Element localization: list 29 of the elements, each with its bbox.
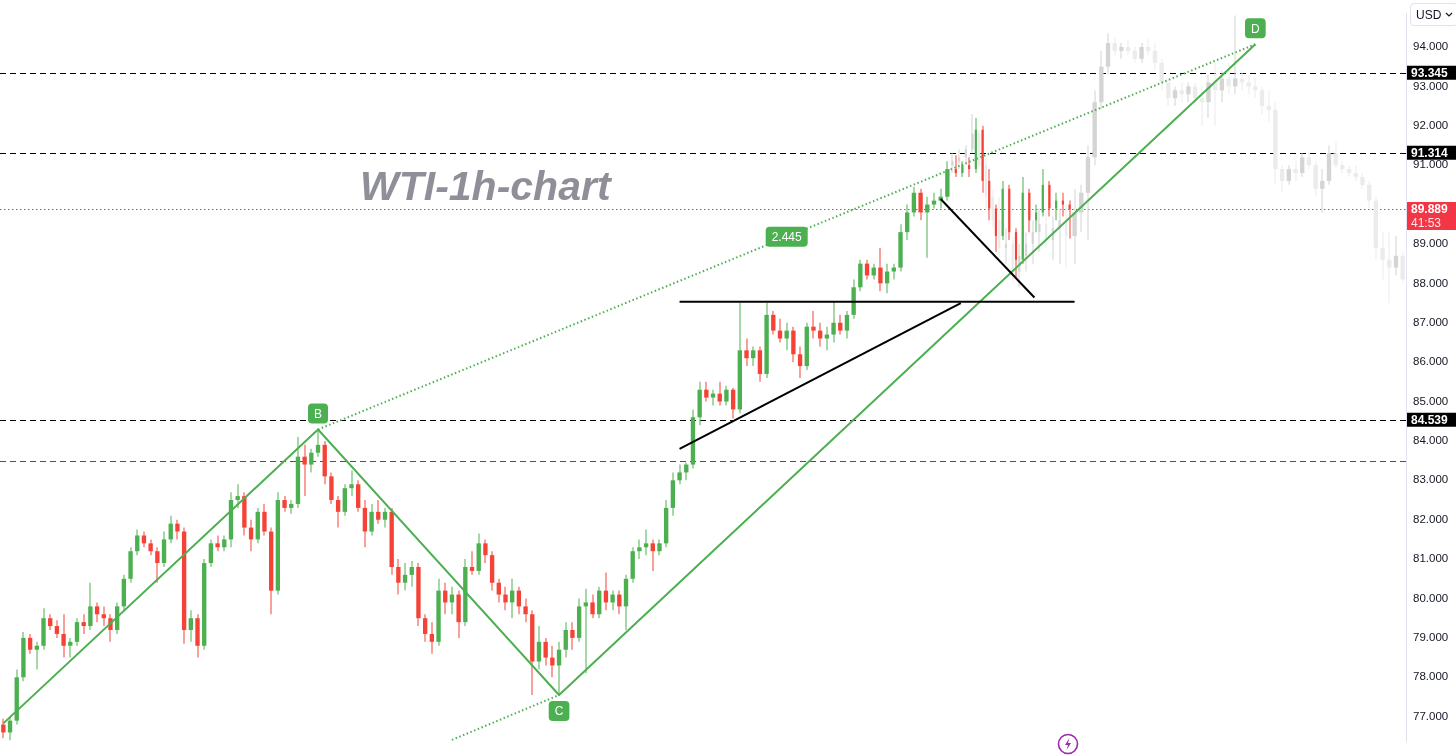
series-label: 2.445 <box>771 230 803 245</box>
y-tick-label: 88.000 <box>1413 276 1449 289</box>
data-label: C <box>554 704 564 719</box>
y-tick-label: 84.000 <box>1413 434 1449 447</box>
y-tick-label: 81.000 <box>1413 552 1449 565</box>
y-tick-label: 79.000 <box>1413 631 1449 644</box>
y-tick-label: 93.000 <box>1413 79 1449 92</box>
text: WTI-1h-chart <box>360 163 611 209</box>
y-tick-label: 87.000 <box>1413 315 1449 328</box>
data-label: B <box>314 406 323 421</box>
ref-line-label: 84.539 <box>1411 413 1449 427</box>
ref-line-label: 89.889 <box>1411 202 1449 217</box>
y-tick-label: 77.000 <box>1413 709 1449 722</box>
y-tick-label: 89.000 <box>1413 237 1449 250</box>
y-tick-label: 80.000 <box>1413 591 1449 604</box>
data-label: D <box>1251 21 1261 36</box>
y-tick-label: 78.000 <box>1413 670 1449 683</box>
y-tick-label: 82.000 <box>1413 512 1449 525</box>
unit-dropdown: USD <box>1410 3 1456 26</box>
y-tick-label: 83.000 <box>1413 473 1449 486</box>
y-tick-label: 94.000 <box>1413 40 1449 53</box>
y-axis-title: USD <box>1416 7 1442 22</box>
ref-line-label: 93.345 <box>1411 66 1449 81</box>
y-tick-label: 86.000 <box>1413 355 1449 368</box>
text: 41:53 <box>1411 216 1442 231</box>
ref-line-label: 91.314 <box>1411 146 1449 161</box>
y-tick-label: 85.000 <box>1413 394 1449 407</box>
y-tick-label: 92.000 <box>1413 118 1449 131</box>
y-tick-label: 91.000 <box>1413 158 1449 171</box>
